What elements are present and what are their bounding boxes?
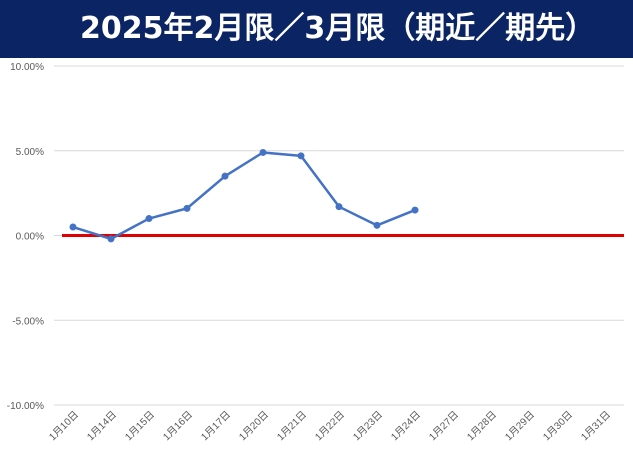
x-tick-label: 1月20日 — [237, 409, 271, 443]
x-tick-label: 1月17日 — [199, 409, 233, 443]
y-tick-label: -5.00% — [12, 316, 44, 327]
x-tick-label: 1月15日 — [123, 409, 157, 443]
x-tick-label: 1月23日 — [351, 409, 385, 443]
x-tick-label: 1月14日 — [85, 409, 119, 443]
x-tick-label: 1月21日 — [275, 409, 309, 443]
y-tick-label: 5.00% — [16, 147, 44, 158]
data-point — [411, 206, 419, 214]
data-point — [183, 204, 191, 212]
data-point — [145, 215, 153, 223]
y-tick-label: -10.00% — [7, 401, 44, 412]
data-point — [373, 221, 381, 229]
series-line — [72, 151, 416, 241]
y-axis-labels: 10.00% 5.00% 0.00% -5.00% -10.00% — [7, 62, 44, 412]
series-group — [69, 148, 419, 243]
data-point — [259, 148, 267, 156]
chart-title: 2025年2月限／3月限（期近／期先） — [80, 11, 596, 46]
data-point — [335, 203, 343, 211]
x-tick-label: 1月27日 — [427, 409, 461, 443]
x-tick-label: 1月10日 — [47, 409, 81, 443]
title-bar: 2025年2月限／3月限（期近／期先） — [0, 0, 633, 58]
data-point — [107, 235, 115, 243]
data-point — [297, 152, 305, 160]
x-tick-label: 1月22日 — [313, 409, 347, 443]
y-tick-label: 0.00% — [16, 232, 44, 243]
line-chart: 10.00% 5.00% 0.00% -5.00% -10.00% 1月10日 1月14日… — [7, 62, 624, 443]
y-tick-label: 10.00% — [10, 62, 44, 73]
x-tick-label: 1月16日 — [161, 409, 195, 443]
x-tick-label: 1月30日 — [541, 409, 575, 443]
data-point — [221, 172, 229, 180]
data-point — [69, 223, 77, 231]
x-tick-label: 1月29日 — [503, 409, 537, 443]
x-axis-labels: 1月10日 1月14日 1月15日 1月16日 1月17日 1月20日 1月21日 1月22日… — [47, 409, 613, 443]
x-tick-label: 1月31日 — [579, 409, 613, 443]
x-tick-label: 1月28日 — [465, 409, 499, 443]
x-tick-label: 1月24日 — [389, 409, 423, 443]
